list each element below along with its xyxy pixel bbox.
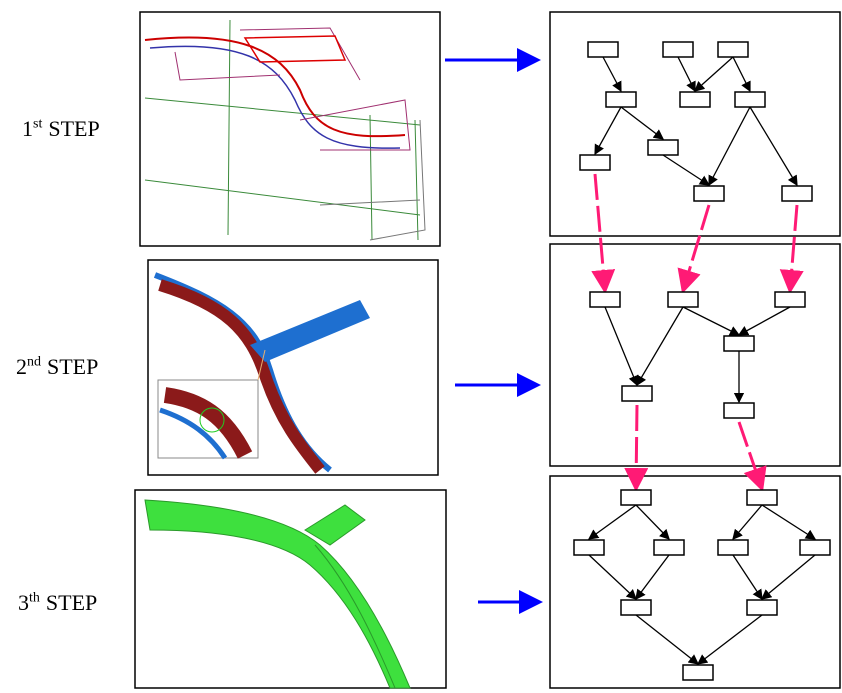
- node: [606, 92, 636, 107]
- node: [718, 540, 748, 555]
- edge: [621, 107, 663, 139]
- cad-image-2: [148, 260, 438, 475]
- node: [622, 386, 652, 401]
- diagram: [0, 0, 842, 693]
- edge: [605, 307, 637, 385]
- edge: [683, 307, 739, 335]
- edge: [698, 615, 762, 664]
- edge: [589, 505, 636, 539]
- node: [724, 336, 754, 351]
- link-edge: [790, 205, 797, 291]
- edge: [733, 505, 762, 539]
- edge: [739, 307, 790, 335]
- edge: [636, 615, 698, 664]
- node: [724, 403, 754, 418]
- edge: [750, 107, 797, 185]
- node: [668, 292, 698, 307]
- node: [782, 186, 812, 201]
- edge: [603, 57, 621, 91]
- edge: [637, 307, 683, 385]
- node: [654, 540, 684, 555]
- node: [648, 140, 678, 155]
- node: [747, 600, 777, 615]
- node: [775, 292, 805, 307]
- node: [574, 540, 604, 555]
- cad-image-1: [140, 12, 440, 246]
- link-edge: [739, 422, 762, 489]
- edge: [709, 107, 750, 185]
- node: [590, 292, 620, 307]
- node: [735, 92, 765, 107]
- edge: [762, 555, 815, 599]
- node: [663, 42, 693, 57]
- node: [694, 186, 724, 201]
- node: [800, 540, 830, 555]
- cad-image-3: [135, 490, 446, 688]
- node: [683, 665, 713, 680]
- node: [621, 600, 651, 615]
- edge: [678, 57, 695, 91]
- node: [588, 42, 618, 57]
- edge: [663, 155, 709, 185]
- node: [621, 490, 651, 505]
- edge: [636, 505, 669, 539]
- link-edge: [683, 205, 709, 291]
- page: 1stSTEP 2ndSTEP 3thSTEP: [0, 0, 842, 693]
- node: [580, 155, 610, 170]
- link-edge: [595, 174, 605, 291]
- graph-panel: [550, 244, 840, 466]
- edge: [733, 57, 750, 91]
- edge: [636, 555, 669, 599]
- edge: [589, 555, 636, 599]
- edge: [595, 107, 621, 154]
- node: [747, 490, 777, 505]
- edge: [695, 57, 733, 91]
- edge: [762, 505, 815, 539]
- node: [680, 92, 710, 107]
- link-edge: [636, 405, 637, 489]
- edge: [733, 555, 762, 599]
- node: [718, 42, 748, 57]
- graph-panel: [550, 476, 840, 688]
